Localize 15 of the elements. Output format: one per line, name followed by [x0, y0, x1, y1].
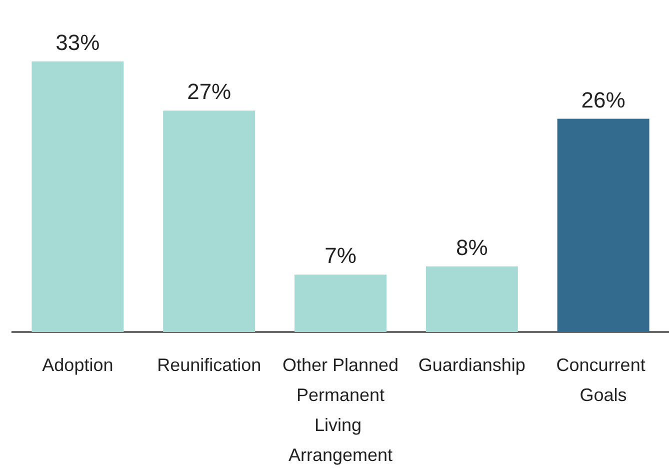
bar [163, 110, 256, 332]
bar [557, 118, 650, 332]
bar [32, 61, 124, 332]
x-tick-label: Adoption [42, 355, 114, 375]
data-label: 26% [581, 87, 626, 112]
data-label: 33% [56, 30, 100, 55]
x-tick-label: Reunification [157, 355, 262, 375]
x-tick-label: Other Planned Permanent Living Arrangement [282, 355, 399, 465]
x-tick-label: Guardianship [418, 355, 526, 375]
x-tick-label: Concurrent Goals [556, 355, 650, 405]
data-label: 8% [456, 234, 488, 260]
bar [426, 266, 518, 332]
bar [294, 274, 386, 332]
data-label: 27% [187, 79, 232, 104]
data-label: 7% [324, 243, 356, 268]
